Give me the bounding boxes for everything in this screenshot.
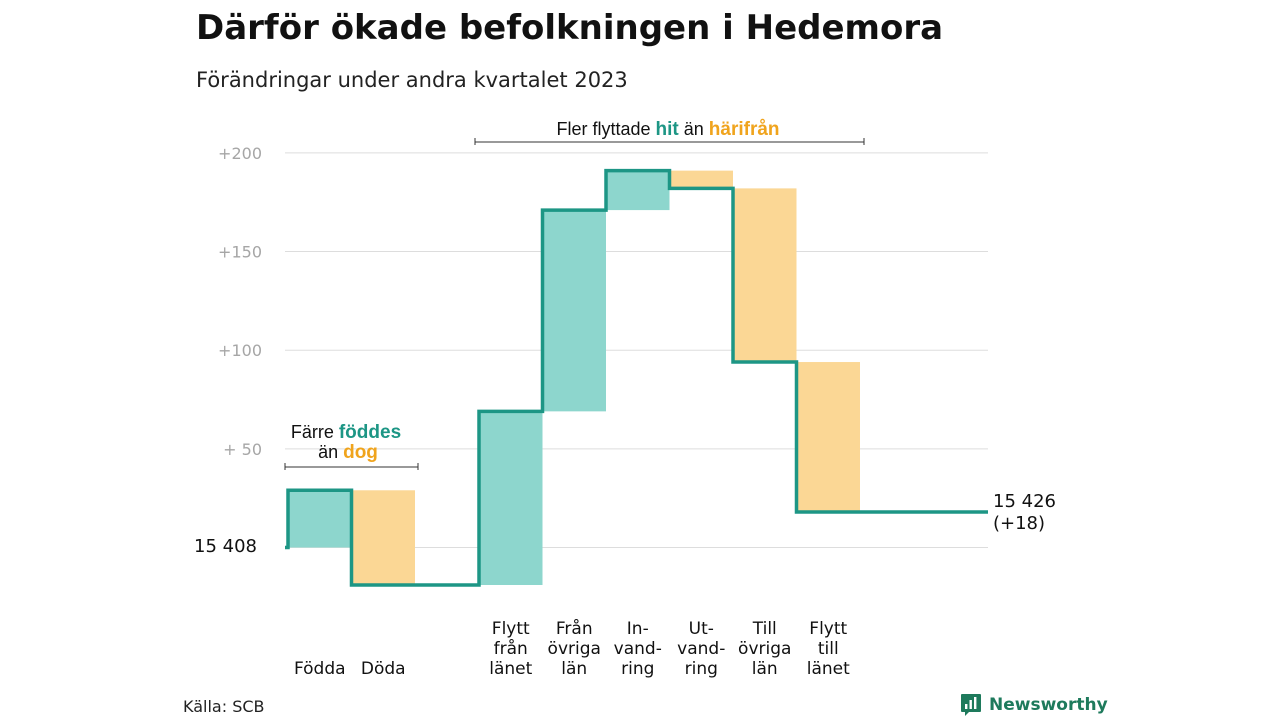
category-label: Födda [294,659,346,679]
end-change-label: (+18) [993,513,1045,534]
cumulative-line [285,168,988,587]
category-label: Från övriga län [548,618,601,679]
bar-ut--vand--ring [669,170,733,189]
y-tick-label: +200 [218,144,262,163]
y-tick-label: +150 [218,243,262,262]
bar-flytt-från-länet [479,411,543,585]
moves-annotation-text: Fler flyttade hit än härifrån [556,119,779,140]
bar-flytt-till-länet [796,362,860,512]
brand: Newsworthy [960,692,1108,718]
bar-till-övriga-län [733,188,797,363]
start-value-label: 15 408 [194,536,257,557]
chart-subtitle: Förändringar under andra kvartalet 2023 [196,68,628,92]
cumulative-path [285,168,988,587]
bar-från-övriga-län [542,210,606,412]
category-label: Till övriga län [738,619,791,679]
bar-döda [351,490,415,585]
chart-title: Därför ökade befolkningen i Hedemora [196,8,944,48]
births-bracket [284,463,419,470]
births-annotation-line1: Färre föddes [291,422,401,443]
category-label: Flytt från länet [489,619,532,679]
y-tick-label: + 50 [223,440,262,459]
bar-in--vand--ring [606,170,670,211]
brand-name: Newsworthy [989,695,1108,715]
category-label: In-vand-ring [614,619,662,679]
births-annotation: Färre föddes än dog [284,422,419,470]
category-label: Döda [361,659,406,679]
category-label: Ut-vand-ring [677,619,725,679]
category-labels: Födda Döda Flytt från länet Från övriga län In-v… [294,618,850,679]
moves-bracket [474,138,865,145]
newsworthy-logo-icon [961,694,981,716]
source-note: Källa: SCB [183,697,265,716]
bars [288,170,860,585]
category-label: Flytt till länet [807,619,850,679]
bar-födda [288,490,352,548]
births-annotation-line2: än dog [318,442,378,463]
y-tick-label: +100 [218,341,262,360]
moves-annotation: Fler flyttade hit än härifrån [474,119,865,145]
end-value-label: 15 426 [993,491,1056,512]
grid-lines: +200 +150 +100 + 50 [218,144,988,549]
